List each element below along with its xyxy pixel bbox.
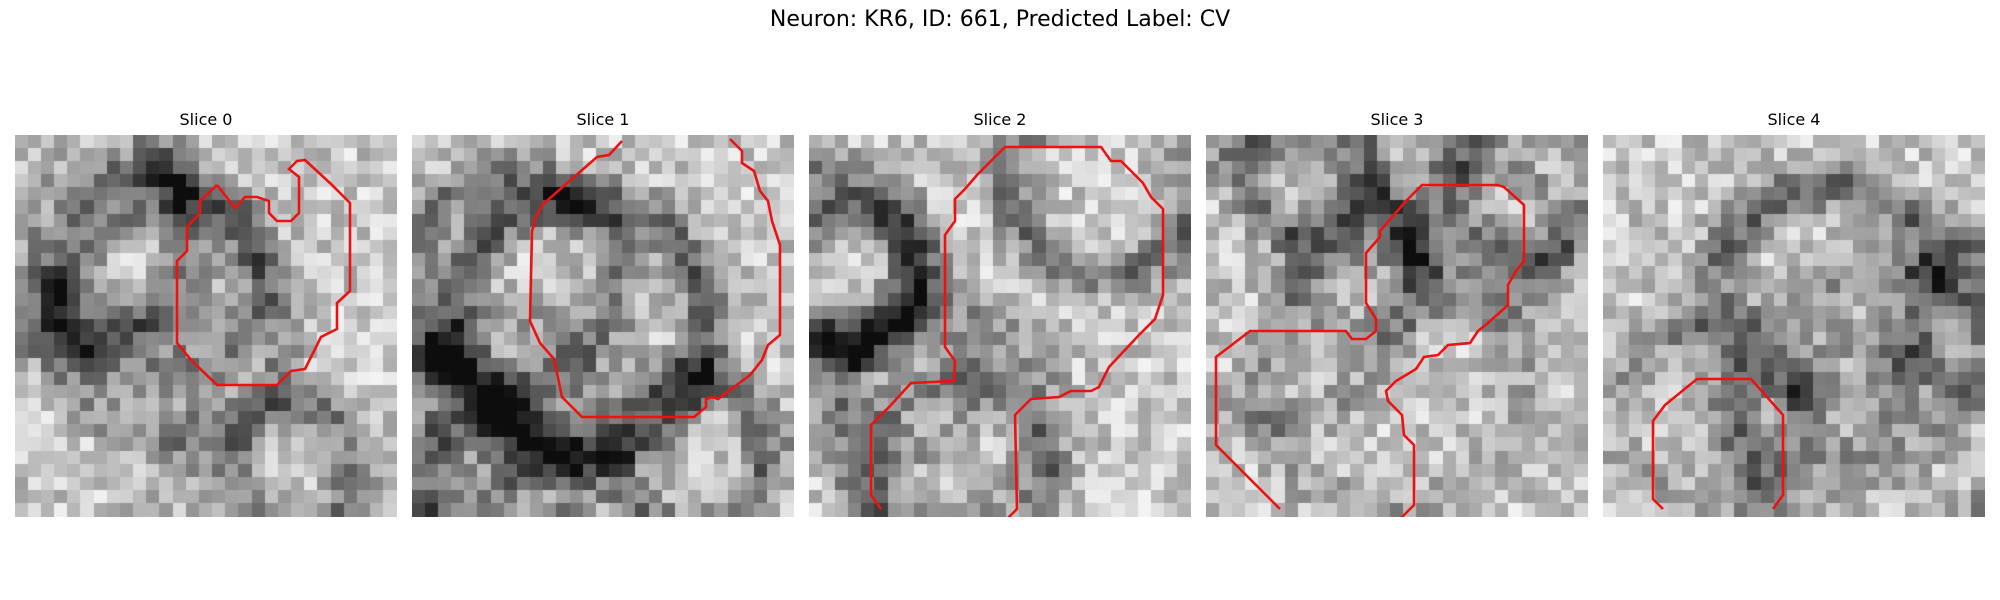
- segmentation-contour: [1651, 377, 1785, 510]
- slice-title: Slice 1: [576, 110, 630, 129]
- em-image-slice-3: [1206, 135, 1588, 517]
- slice-panel-0: Slice 0: [15, 108, 397, 517]
- slice-panel-3: Slice 3: [1206, 108, 1588, 517]
- slice-title: Slice 3: [1370, 110, 1424, 129]
- em-image-slice-0: [15, 135, 397, 517]
- slice-panel-2: Slice 2: [809, 108, 1191, 517]
- contour-overlay: [869, 145, 1165, 517]
- figure-title: Neuron: KR6, ID: 661, Predicted Label: C…: [769, 7, 1231, 32]
- em-image-slice-4: [1603, 135, 1985, 517]
- segmentation-contour: [528, 138, 782, 419]
- slice-panel-4: Slice 4: [1603, 108, 1985, 517]
- segmentation-contour: [869, 145, 1165, 517]
- slice-title: Slice 4: [1767, 110, 1821, 129]
- slice-title: Slice 2: [973, 110, 1027, 129]
- slice-panel-1: Slice 1: [412, 108, 794, 517]
- contour-overlay: [1651, 377, 1785, 510]
- segmentation-contour: [175, 158, 352, 387]
- contour-overlay: [175, 158, 352, 387]
- contour-overlay: [1214, 183, 1526, 517]
- segmentation-contour: [1214, 183, 1526, 517]
- slice-title: Slice 0: [179, 110, 233, 129]
- contour-overlay: [528, 138, 782, 419]
- em-image-slice-2: [809, 135, 1191, 517]
- em-image-slice-1: [412, 135, 794, 517]
